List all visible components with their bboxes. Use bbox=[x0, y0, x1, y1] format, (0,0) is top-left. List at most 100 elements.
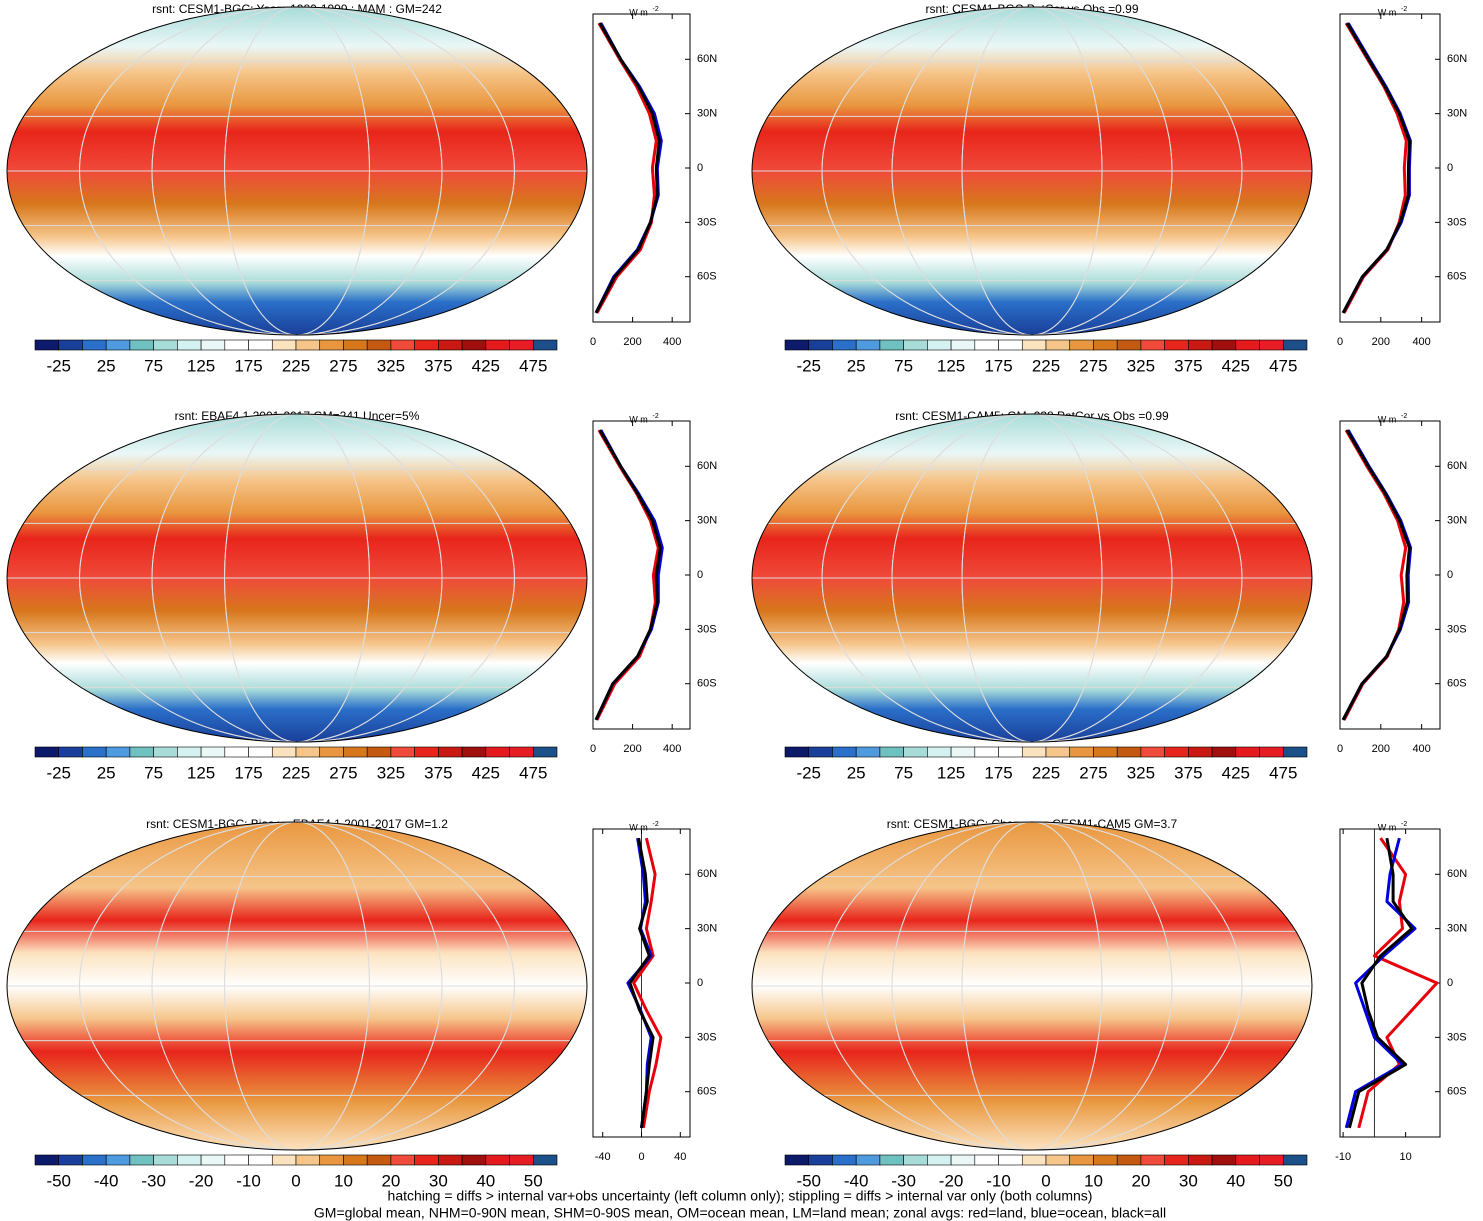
colorbar-label: 425 bbox=[472, 763, 500, 782]
zonal-unit-exp: -2 bbox=[1401, 413, 1407, 420]
y-tick-label: 60S bbox=[697, 678, 717, 690]
colorbar-label: 225 bbox=[1032, 763, 1060, 782]
colorbar-box bbox=[58, 1154, 83, 1166]
colorbar-box bbox=[271, 1154, 297, 1166]
colorbar-label: -20 bbox=[189, 1171, 214, 1190]
colorbar-label: 50 bbox=[1274, 1171, 1293, 1190]
colorbar-box bbox=[1164, 746, 1189, 758]
colorbar-box bbox=[248, 746, 273, 758]
colorbar-label: 425 bbox=[472, 356, 500, 375]
colorbar-box bbox=[485, 1154, 510, 1166]
y-tick-label: 60N bbox=[697, 868, 717, 880]
colorbar-box bbox=[879, 746, 904, 758]
colorbar-box bbox=[950, 1154, 976, 1166]
colorbar-label: 175 bbox=[234, 763, 262, 782]
colorbar-box bbox=[1093, 339, 1118, 351]
colorbar-label: -25 bbox=[46, 763, 71, 782]
y-tick-label: 30N bbox=[697, 923, 717, 935]
colorbar-box bbox=[1140, 1154, 1165, 1166]
colorbar-label: -10 bbox=[236, 1171, 261, 1190]
map-border bbox=[751, 6, 1313, 336]
colorbar-box bbox=[1021, 1154, 1047, 1166]
x-tick-label: 200 bbox=[623, 743, 641, 755]
x-tick-label: 200 bbox=[623, 336, 641, 348]
colorbar-label: -40 bbox=[94, 1171, 119, 1190]
zonal-line bbox=[594, 429, 662, 721]
map bbox=[751, 413, 1313, 743]
colorbar-box bbox=[808, 746, 833, 758]
zonal-unit: W m bbox=[1378, 822, 1397, 832]
y-tick-label: 0 bbox=[1447, 162, 1453, 174]
colorbar-box bbox=[34, 339, 60, 351]
colorbar-label: 325 bbox=[1127, 763, 1155, 782]
colorbar-box bbox=[1140, 746, 1165, 758]
colorbar-label: 275 bbox=[329, 356, 357, 375]
colorbar-box bbox=[82, 1154, 107, 1166]
x-tick-label: -10 bbox=[1335, 1151, 1351, 1163]
y-tick-label: 30S bbox=[1447, 1031, 1467, 1043]
colorbar-box bbox=[200, 746, 226, 758]
zonal-line bbox=[1344, 837, 1417, 1129]
colorbar-label: -25 bbox=[796, 763, 821, 782]
colorbar-label: 0 bbox=[291, 1171, 300, 1190]
colorbar-box bbox=[366, 746, 392, 758]
colorbar-label: 375 bbox=[1174, 356, 1202, 375]
y-tick-label: 30S bbox=[1447, 216, 1467, 228]
colorbar-box bbox=[366, 339, 392, 351]
zonal-line bbox=[594, 22, 661, 314]
colorbar-box bbox=[414, 339, 439, 351]
colorbar-box bbox=[950, 746, 976, 758]
colorbar-box bbox=[1235, 1154, 1260, 1166]
colorbar-box bbox=[1188, 746, 1213, 758]
colorbar-box bbox=[343, 1154, 368, 1166]
y-tick-label: 30N bbox=[1447, 923, 1467, 935]
y-tick-label: 0 bbox=[697, 977, 703, 989]
colorbar-box bbox=[927, 339, 952, 351]
y-tick-label: 60N bbox=[697, 460, 717, 472]
zonal-line bbox=[632, 837, 663, 1129]
y-tick-label: 60S bbox=[697, 1086, 717, 1098]
colorbar-box bbox=[438, 339, 463, 351]
y-tick-label: 30S bbox=[1447, 623, 1467, 635]
footer-note: GM=global mean, NHM=0-90N mean, SHM=0-90… bbox=[314, 1205, 1166, 1221]
colorbar-box bbox=[295, 1154, 321, 1166]
colorbar-label: 225 bbox=[282, 356, 310, 375]
map-border bbox=[751, 413, 1313, 743]
colorbar-box bbox=[366, 1154, 392, 1166]
colorbar-box bbox=[1235, 339, 1260, 351]
x-tick-label: 400 bbox=[663, 743, 681, 755]
colorbar-label: 175 bbox=[234, 356, 262, 375]
colorbar-box bbox=[855, 1154, 881, 1166]
colorbar-box bbox=[271, 339, 297, 351]
colorbar-label: 325 bbox=[377, 356, 405, 375]
colorbar-label: 475 bbox=[1269, 763, 1297, 782]
colorbar-box bbox=[153, 746, 178, 758]
colorbar-box bbox=[58, 339, 83, 351]
colorbar-box bbox=[390, 339, 415, 351]
x-tick-label: 400 bbox=[1412, 336, 1430, 348]
colorbar-box bbox=[1188, 1154, 1213, 1166]
colorbar-box bbox=[485, 339, 510, 351]
colorbar-box bbox=[509, 339, 534, 351]
map bbox=[751, 821, 1313, 1151]
colorbar-label: -25 bbox=[46, 356, 71, 375]
colorbar-box bbox=[414, 746, 439, 758]
zonal-line bbox=[1347, 837, 1414, 1129]
colorbar-box bbox=[461, 339, 487, 351]
x-tick-label: 10 bbox=[1400, 1151, 1412, 1163]
zonal-unit-exp: -2 bbox=[653, 821, 659, 828]
zonal-unit: W m bbox=[1378, 7, 1397, 17]
colorbar-label: 275 bbox=[1079, 356, 1107, 375]
colorbar-label: 275 bbox=[1079, 763, 1107, 782]
zonal-unit: W m bbox=[629, 822, 648, 832]
colorbar-box bbox=[532, 339, 558, 351]
zonal-line bbox=[628, 837, 655, 1129]
colorbar-box bbox=[153, 339, 178, 351]
colorbar-label: 475 bbox=[519, 356, 547, 375]
x-tick-label: 0 bbox=[590, 336, 596, 348]
colorbar-box bbox=[390, 1154, 415, 1166]
colorbar-box bbox=[1259, 339, 1284, 351]
colorbar-label: 75 bbox=[144, 356, 163, 375]
colorbar-box bbox=[1045, 746, 1071, 758]
colorbar-label: 125 bbox=[187, 356, 215, 375]
